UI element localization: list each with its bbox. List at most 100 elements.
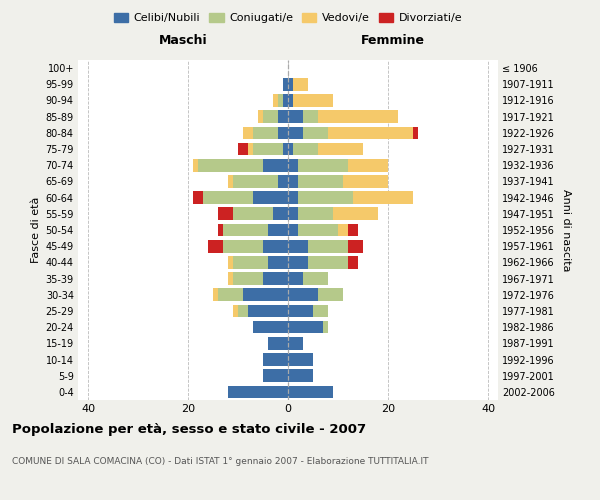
Bar bbox=[323, 321, 328, 334]
Bar bbox=[303, 126, 328, 139]
Bar bbox=[308, 256, 348, 268]
Bar bbox=[248, 304, 288, 318]
Bar bbox=[213, 288, 218, 301]
Bar bbox=[263, 353, 288, 366]
Bar bbox=[333, 208, 378, 220]
Bar bbox=[318, 288, 343, 301]
Bar bbox=[223, 240, 263, 252]
Bar bbox=[243, 126, 253, 139]
Bar bbox=[253, 192, 288, 204]
Bar bbox=[313, 304, 328, 318]
Bar bbox=[288, 353, 313, 366]
Bar bbox=[288, 386, 333, 398]
Bar bbox=[348, 159, 388, 172]
Bar bbox=[278, 126, 288, 139]
Bar bbox=[303, 272, 328, 285]
Bar bbox=[193, 159, 198, 172]
Bar bbox=[298, 159, 348, 172]
Bar bbox=[268, 256, 288, 268]
Bar bbox=[253, 142, 283, 156]
Bar bbox=[228, 175, 233, 188]
Bar bbox=[288, 240, 308, 252]
Bar bbox=[203, 192, 253, 204]
Bar bbox=[258, 110, 263, 123]
Bar bbox=[288, 256, 308, 268]
Bar bbox=[288, 304, 313, 318]
Bar bbox=[243, 288, 288, 301]
Bar bbox=[288, 110, 303, 123]
Bar bbox=[288, 208, 298, 220]
Y-axis label: Anni di nascita: Anni di nascita bbox=[560, 188, 571, 271]
Bar bbox=[218, 224, 223, 236]
Bar bbox=[288, 126, 303, 139]
Bar bbox=[263, 240, 288, 252]
Bar bbox=[233, 256, 268, 268]
Bar bbox=[288, 94, 293, 107]
Bar bbox=[298, 192, 353, 204]
Bar bbox=[298, 208, 333, 220]
Bar bbox=[228, 256, 233, 268]
Bar bbox=[223, 224, 268, 236]
Bar bbox=[288, 175, 298, 188]
Bar bbox=[233, 304, 238, 318]
Bar bbox=[218, 208, 233, 220]
Bar bbox=[353, 192, 413, 204]
Bar bbox=[288, 272, 303, 285]
Bar bbox=[233, 272, 263, 285]
Bar bbox=[288, 288, 318, 301]
Bar bbox=[278, 175, 288, 188]
Bar bbox=[343, 175, 388, 188]
Bar bbox=[273, 208, 288, 220]
Bar bbox=[283, 142, 288, 156]
Bar bbox=[348, 224, 358, 236]
Bar bbox=[303, 110, 318, 123]
Bar bbox=[328, 126, 413, 139]
Bar bbox=[288, 224, 298, 236]
Bar bbox=[348, 240, 363, 252]
Bar bbox=[318, 142, 363, 156]
Bar bbox=[288, 142, 293, 156]
Bar bbox=[283, 94, 288, 107]
Bar bbox=[288, 370, 313, 382]
Text: Femmine: Femmine bbox=[361, 34, 425, 47]
Bar bbox=[288, 321, 323, 334]
Text: Popolazione per età, sesso e stato civile - 2007: Popolazione per età, sesso e stato civil… bbox=[12, 422, 366, 436]
Bar bbox=[293, 142, 318, 156]
Bar bbox=[268, 337, 288, 349]
Bar bbox=[298, 224, 338, 236]
Bar bbox=[253, 126, 278, 139]
Bar bbox=[263, 159, 288, 172]
Bar bbox=[238, 304, 248, 318]
Bar bbox=[298, 175, 343, 188]
Bar bbox=[193, 192, 203, 204]
Bar bbox=[228, 386, 288, 398]
Bar bbox=[238, 142, 248, 156]
Bar bbox=[208, 240, 223, 252]
Bar bbox=[273, 94, 278, 107]
Bar bbox=[293, 78, 308, 90]
Bar bbox=[233, 208, 273, 220]
Bar bbox=[288, 78, 293, 90]
Bar bbox=[283, 78, 288, 90]
Bar bbox=[263, 370, 288, 382]
Bar bbox=[278, 110, 288, 123]
Bar bbox=[413, 126, 418, 139]
Text: COMUNE DI SALA COMACINA (CO) - Dati ISTAT 1° gennaio 2007 - Elaborazione TUTTITA: COMUNE DI SALA COMACINA (CO) - Dati ISTA… bbox=[12, 458, 428, 466]
Bar bbox=[288, 337, 303, 349]
Bar bbox=[268, 224, 288, 236]
Legend: Celibi/Nubili, Coniugati/e, Vedovi/e, Divorziati/e: Celibi/Nubili, Coniugati/e, Vedovi/e, Di… bbox=[109, 8, 467, 28]
Bar bbox=[288, 159, 298, 172]
Bar bbox=[278, 94, 283, 107]
Bar bbox=[233, 175, 278, 188]
Bar bbox=[288, 192, 298, 204]
Bar bbox=[198, 159, 263, 172]
Y-axis label: Fasce di età: Fasce di età bbox=[31, 197, 41, 263]
Bar bbox=[308, 240, 348, 252]
Bar bbox=[253, 321, 288, 334]
Bar bbox=[218, 288, 243, 301]
Bar bbox=[348, 256, 358, 268]
Text: Maschi: Maschi bbox=[158, 34, 208, 47]
Bar bbox=[318, 110, 398, 123]
Bar bbox=[263, 110, 278, 123]
Bar bbox=[228, 272, 233, 285]
